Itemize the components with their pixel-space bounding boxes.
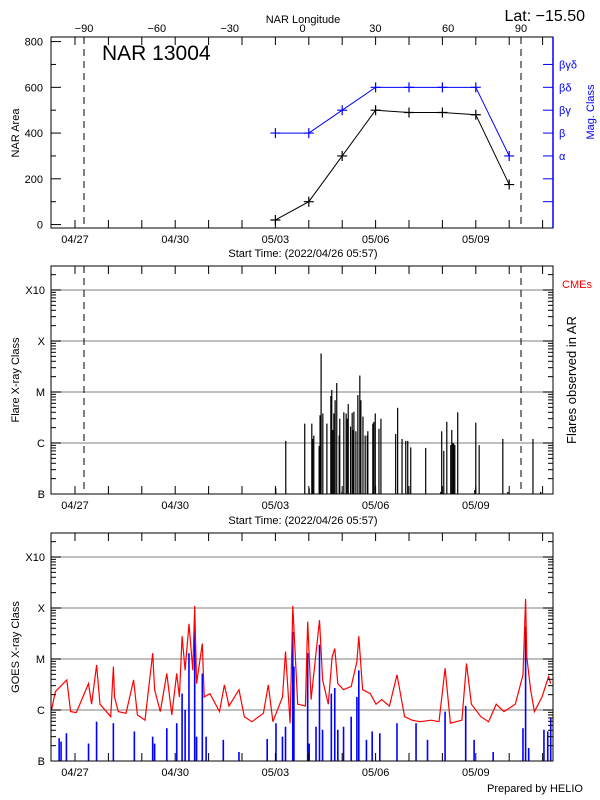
mag-class-tick-label: βδ <box>559 82 571 94</box>
area-line <box>275 109 510 221</box>
plot-frame-2 <box>50 532 554 762</box>
longitude-tick-label: −60 <box>147 23 166 35</box>
mag-class-tick-label: α <box>559 151 566 163</box>
longitude-axis-title: NAR Longitude <box>266 14 341 26</box>
longitude-tick-label: 60 <box>442 23 454 35</box>
date-tick-label: 05/06 <box>362 767 390 779</box>
mag-class-tick-label: βγδ <box>559 59 577 71</box>
longitude-tick-label: 30 <box>369 23 381 35</box>
mag-class-point <box>470 82 481 93</box>
longitude-tick-label: −30 <box>220 23 239 35</box>
mag-class-point <box>504 150 515 161</box>
area-tick-label: 200 <box>25 174 43 186</box>
longitude-tick-label: 0 <box>299 23 305 35</box>
goes-long-curve <box>50 598 552 724</box>
date-tick-label: 04/30 <box>161 500 189 512</box>
date-tick-label: 05/06 <box>362 500 390 512</box>
mag-class-axis-label: Mag. Class <box>585 84 597 140</box>
area-point <box>437 107 448 118</box>
y-tick-label: C <box>37 705 45 717</box>
y-tick-label: X10 <box>25 552 45 564</box>
date-tick-label: 04/27 <box>61 234 89 246</box>
area-point <box>470 109 481 120</box>
y-tick-label: X <box>38 336 46 348</box>
plot-frame-0 <box>50 36 554 229</box>
mag-class-line <box>275 86 510 157</box>
area-point <box>504 179 515 190</box>
longitude-tick-label: −90 <box>75 23 94 35</box>
start-time-label-middle: Start Time: (2022/04/26 05:57) <box>228 515 377 527</box>
mag-class-point <box>437 82 448 93</box>
area-tick-label: 400 <box>25 128 43 140</box>
area-tick-label: 0 <box>37 220 43 232</box>
mag-class-point <box>404 82 414 93</box>
date-tick-label: 04/27 <box>61 767 89 779</box>
date-tick-label: 04/27 <box>61 500 89 512</box>
date-tick-label: 05/06 <box>362 234 390 246</box>
area-point <box>303 196 314 207</box>
flare-class-axis-label: Flare X-ray Class <box>10 337 22 422</box>
area-point <box>404 107 414 118</box>
y-tick-label: C <box>37 438 45 450</box>
y-tick-label: B <box>38 489 45 501</box>
region-title: NAR 13004 <box>102 42 211 65</box>
area-tick-label: 600 <box>25 82 43 94</box>
y-tick-label: M <box>36 387 45 399</box>
longitude-tick-label: 90 <box>515 23 527 35</box>
date-tick-label: 04/30 <box>161 767 189 779</box>
date-tick-label: 05/09 <box>462 234 490 246</box>
date-tick-label: 05/03 <box>262 767 290 779</box>
y-tick-label: X10 <box>25 285 45 297</box>
date-tick-label: 05/09 <box>462 767 490 779</box>
y-tick-label: M <box>36 654 45 666</box>
y-tick-label: B <box>38 756 45 768</box>
area-point <box>370 105 381 116</box>
mag-class-point <box>303 128 314 139</box>
date-tick-label: 05/03 <box>262 500 290 512</box>
latitude-readout: Lat: −15.50 <box>504 8 585 25</box>
area-tick-label: 800 <box>25 37 43 49</box>
area-point <box>337 150 348 161</box>
date-tick-label: 05/03 <box>262 234 290 246</box>
mag-class-point <box>370 82 381 93</box>
mag-class-tick-label: βγ <box>559 105 571 117</box>
goes-class-axis-label: GOES X-ray Class <box>10 601 22 693</box>
flares-observed-axis-label: Flares observed in AR <box>564 316 579 444</box>
mag-class-tick-label: β <box>559 128 565 140</box>
prepared-by-label: Prepared by HELIO <box>487 783 583 795</box>
date-tick-label: 05/09 <box>462 500 490 512</box>
mag-class-point <box>337 105 348 116</box>
cme-label: CMEs <box>562 279 592 291</box>
y-tick-label: X <box>38 603 46 615</box>
start-time-label-top: Start Time: (2022/04/26 05:57) <box>228 248 377 260</box>
date-tick-label: 04/30 <box>161 234 189 246</box>
area-axis-label: NAR Area <box>10 108 22 158</box>
plot-frame-1 <box>50 265 554 495</box>
mag-class-point <box>270 128 281 139</box>
